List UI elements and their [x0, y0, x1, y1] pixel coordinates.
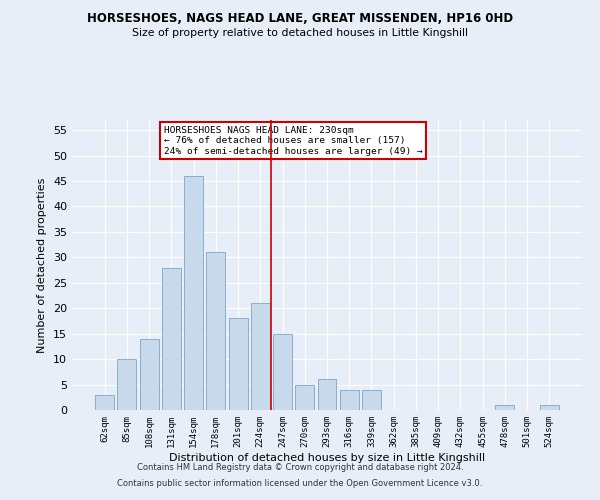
- Text: Size of property relative to detached houses in Little Kingshill: Size of property relative to detached ho…: [132, 28, 468, 38]
- Bar: [540, 405, 559, 410]
- Bar: [229, 318, 248, 410]
- Bar: [496, 405, 514, 410]
- Bar: [273, 334, 292, 410]
- Bar: [251, 303, 270, 410]
- Bar: [362, 390, 381, 410]
- Y-axis label: Number of detached properties: Number of detached properties: [37, 178, 47, 352]
- Bar: [162, 268, 181, 410]
- Bar: [95, 394, 114, 410]
- Bar: [295, 384, 314, 410]
- Bar: [118, 359, 136, 410]
- Text: Contains public sector information licensed under the Open Government Licence v3: Contains public sector information licen…: [118, 478, 482, 488]
- Text: HORSESHOES, NAGS HEAD LANE, GREAT MISSENDEN, HP16 0HD: HORSESHOES, NAGS HEAD LANE, GREAT MISSEN…: [87, 12, 513, 26]
- Text: HORSESHOES NAGS HEAD LANE: 230sqm
← 76% of detached houses are smaller (157)
24%: HORSESHOES NAGS HEAD LANE: 230sqm ← 76% …: [164, 126, 422, 156]
- Bar: [340, 390, 359, 410]
- Bar: [184, 176, 203, 410]
- Bar: [317, 380, 337, 410]
- Bar: [206, 252, 225, 410]
- Text: Contains HM Land Registry data © Crown copyright and database right 2024.: Contains HM Land Registry data © Crown c…: [137, 464, 463, 472]
- Bar: [140, 339, 158, 410]
- X-axis label: Distribution of detached houses by size in Little Kingshill: Distribution of detached houses by size …: [169, 452, 485, 462]
